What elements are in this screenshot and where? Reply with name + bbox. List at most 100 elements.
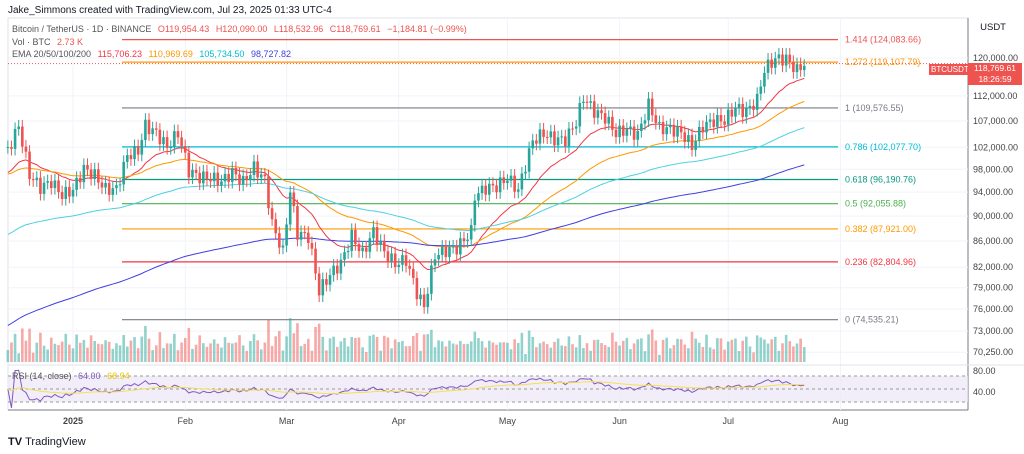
candle-body xyxy=(100,182,104,188)
fib-label: 0.5 (92,055.88) xyxy=(845,199,906,209)
rsi-legend[interactable]: RSI (14, close) 64.00 68.94 xyxy=(12,371,130,381)
candle-body xyxy=(368,238,372,252)
candle-body xyxy=(129,155,133,160)
candle-body xyxy=(328,275,332,285)
candle-body xyxy=(209,179,212,182)
volume-bar xyxy=(625,337,629,362)
ema-legend[interactable]: EMA 20/50/100/200 115,706.23 110,969.69 … xyxy=(12,49,291,59)
fib-label: 1.414 (124,083.66) xyxy=(845,35,921,45)
candle-body xyxy=(241,176,245,185)
candle-body xyxy=(386,251,390,262)
candle-body xyxy=(708,119,712,122)
x-tick-label: Apr xyxy=(392,416,406,426)
candle-body xyxy=(158,129,162,145)
volume-legend[interactable]: Vol · BTC 2.73 K xyxy=(12,37,83,47)
volume-bar xyxy=(372,334,375,362)
volume-bar xyxy=(705,334,708,362)
volume-bar xyxy=(307,338,310,362)
volume-bar xyxy=(147,338,151,362)
candle-body xyxy=(314,248,317,274)
candle-body xyxy=(118,184,122,186)
volume-bar xyxy=(802,347,806,362)
candle-body xyxy=(585,101,589,103)
volume-bar xyxy=(71,348,75,362)
candle-body xyxy=(31,179,35,181)
volume-bar xyxy=(230,343,234,362)
volume-bar xyxy=(516,343,520,362)
candle-body xyxy=(249,175,252,181)
change-value: −1,184.81 (−0.99%) xyxy=(387,24,467,34)
volume-bar xyxy=(676,338,679,362)
y-tick-label: 86,000.00 xyxy=(973,236,1013,246)
candle-body xyxy=(28,151,31,180)
volume-bar xyxy=(288,318,292,362)
candle-body xyxy=(115,185,118,189)
candle-body xyxy=(669,124,672,128)
candle-body xyxy=(640,123,643,132)
symbol-name[interactable]: Bitcoin / TetherUS · 1D · BINANCE xyxy=(12,24,152,34)
volume-bar xyxy=(459,340,462,362)
candle-body xyxy=(180,137,183,147)
brand-name: TradingView xyxy=(25,436,86,448)
y-tick-label: 102,000.00 xyxy=(973,142,1018,152)
volume-bar xyxy=(773,336,777,362)
volume-bar xyxy=(589,350,592,362)
candle-body xyxy=(82,164,86,183)
candle-body xyxy=(763,72,766,87)
volume-bar xyxy=(611,332,614,362)
volume-bar xyxy=(89,335,93,362)
candle-body xyxy=(408,265,411,269)
volume-bar xyxy=(249,340,252,362)
candle-body xyxy=(611,116,614,130)
fib-label: 1 (109,576.55) xyxy=(845,103,904,113)
volume-bar xyxy=(748,346,752,362)
candle-body xyxy=(245,176,249,181)
candle-body xyxy=(346,250,350,253)
volume-bar xyxy=(46,349,49,362)
volume-bar xyxy=(723,349,726,362)
volume-bar xyxy=(629,349,632,362)
volume-bar xyxy=(35,342,39,362)
volume-bar xyxy=(354,337,357,362)
candle-body xyxy=(317,273,321,296)
candle-body xyxy=(658,122,661,124)
candle-body xyxy=(784,54,788,66)
candle-body xyxy=(64,186,68,199)
volume-bar xyxy=(292,333,296,362)
close-value: C118,769.61 xyxy=(329,24,381,34)
x-tick-label: Mar xyxy=(279,416,295,426)
candle-body xyxy=(564,136,567,147)
volume-bar xyxy=(679,339,683,362)
volume-bar xyxy=(730,339,734,362)
candle-body xyxy=(578,103,582,127)
volume-bar xyxy=(144,325,147,362)
currency-button[interactable]: USDT xyxy=(980,22,1006,33)
candle-body xyxy=(419,294,422,300)
volume-bar xyxy=(444,346,448,362)
candle-body xyxy=(303,232,306,234)
candle-body xyxy=(538,129,542,144)
volume-bar xyxy=(795,343,799,362)
volume-bar xyxy=(480,341,484,362)
candle-body xyxy=(531,140,535,149)
volume-bar xyxy=(708,347,712,362)
candle-body xyxy=(136,146,140,155)
rsi-value: 64.00 xyxy=(78,371,101,381)
candle-body xyxy=(723,121,726,125)
candle-body xyxy=(154,128,158,130)
volume-bar xyxy=(136,348,140,362)
volume-bar xyxy=(126,346,129,362)
candle-body xyxy=(252,161,256,176)
volume-bar xyxy=(560,345,563,362)
candle-body xyxy=(748,105,752,109)
volume-bar xyxy=(513,339,516,362)
volume-bar xyxy=(665,337,668,362)
x-tick-label: Feb xyxy=(177,416,193,426)
y-tick-label: 98,000.00 xyxy=(973,164,1013,174)
candle-body xyxy=(97,169,100,183)
volume-bar xyxy=(592,339,596,362)
rsi-tick-label: 40.00 xyxy=(973,387,996,397)
tradingview-logo[interactable]: TV TradingView xyxy=(8,436,86,448)
candle-body xyxy=(632,126,636,140)
